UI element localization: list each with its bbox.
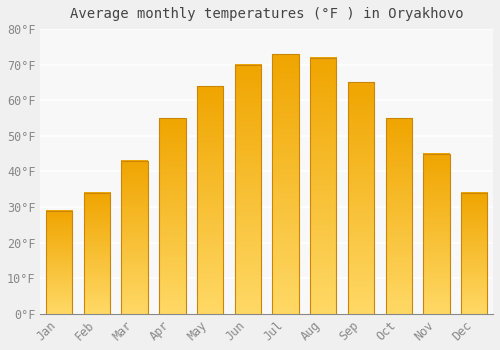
Title: Average monthly temperatures (°F ) in Oryakhovo: Average monthly temperatures (°F ) in Or… xyxy=(70,7,464,21)
